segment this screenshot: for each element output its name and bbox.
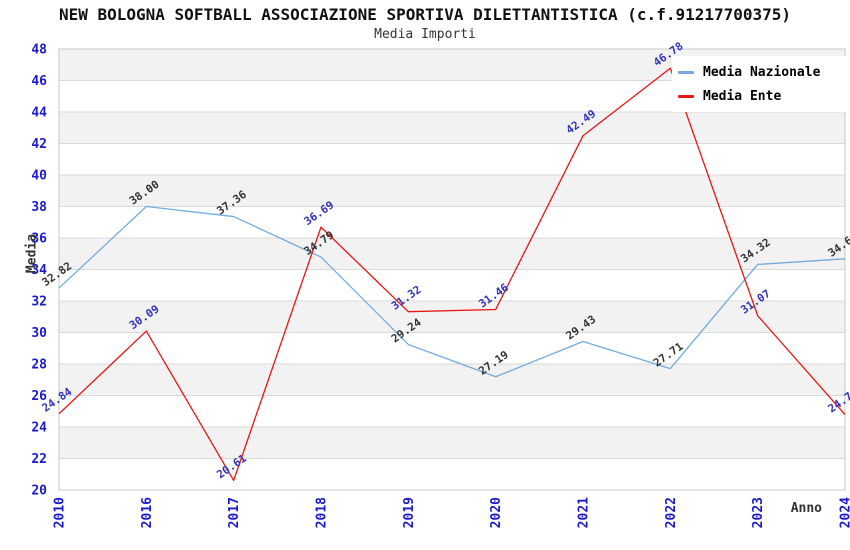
- y-tick-label: 22: [31, 452, 47, 467]
- legend: Media Nazionale Media Ente: [672, 56, 850, 112]
- x-tick-label: 2022: [664, 497, 679, 528]
- plot-band: [59, 427, 845, 459]
- plot-band: [59, 364, 845, 396]
- y-tick-label: 40: [31, 169, 47, 184]
- y-tick-label: 30: [31, 326, 47, 341]
- series-line-media-ente: [58, 67, 846, 482]
- x-tick-label: 2016: [140, 497, 155, 528]
- y-tick-label: 20: [31, 484, 47, 499]
- y-tick-label: 42: [31, 137, 47, 152]
- y-tick-label: 38: [31, 200, 47, 215]
- series-line-media-nazionale: [58, 205, 846, 378]
- x-tick-label: 2017: [227, 497, 242, 528]
- y-tick-label: 34: [31, 263, 47, 278]
- x-tick-label: 2023: [751, 497, 766, 528]
- plot-band: [59, 238, 845, 270]
- x-tick-label: 2020: [489, 497, 504, 528]
- legend-label: Media Ente: [703, 88, 782, 104]
- y-tick-label: 48: [31, 43, 47, 58]
- plot-band: [59, 112, 845, 144]
- legend-entry-media-nazionale: Media Nazionale: [678, 60, 850, 84]
- legend-label: Media Nazionale: [703, 64, 821, 80]
- chart-title: NEW BOLOGNA SOFTBALL ASSOCIAZIONE SPORTI…: [58, 5, 792, 24]
- plot-band: [59, 175, 845, 207]
- x-tick-label: 2019: [402, 497, 417, 528]
- y-tick-label: 32: [31, 295, 47, 310]
- y-axis-title: Media: [24, 233, 40, 274]
- chart-subtitle: Media Importi: [374, 27, 476, 42]
- y-tick-label: 28: [31, 358, 47, 373]
- x-axis-title: Anno: [790, 501, 822, 516]
- y-tick-label: 26: [31, 389, 47, 404]
- legend-marker-line-icon: [678, 94, 694, 98]
- y-tick-label: 24: [31, 421, 47, 436]
- x-tick-label: 2024: [839, 497, 850, 528]
- x-tick-label: 2021: [577, 497, 592, 528]
- plot-border: [58, 48, 846, 491]
- y-tick-label: 36: [31, 232, 47, 247]
- legend-marker-line-icon: [678, 70, 694, 74]
- y-tick-label: 46: [31, 74, 47, 89]
- y-tick-label: 44: [31, 106, 47, 121]
- plot-band: [59, 301, 845, 333]
- legend-entry-media-ente: Media Ente: [678, 84, 850, 108]
- x-tick-label: 2018: [315, 497, 330, 528]
- x-tick-label: 2010: [53, 497, 68, 528]
